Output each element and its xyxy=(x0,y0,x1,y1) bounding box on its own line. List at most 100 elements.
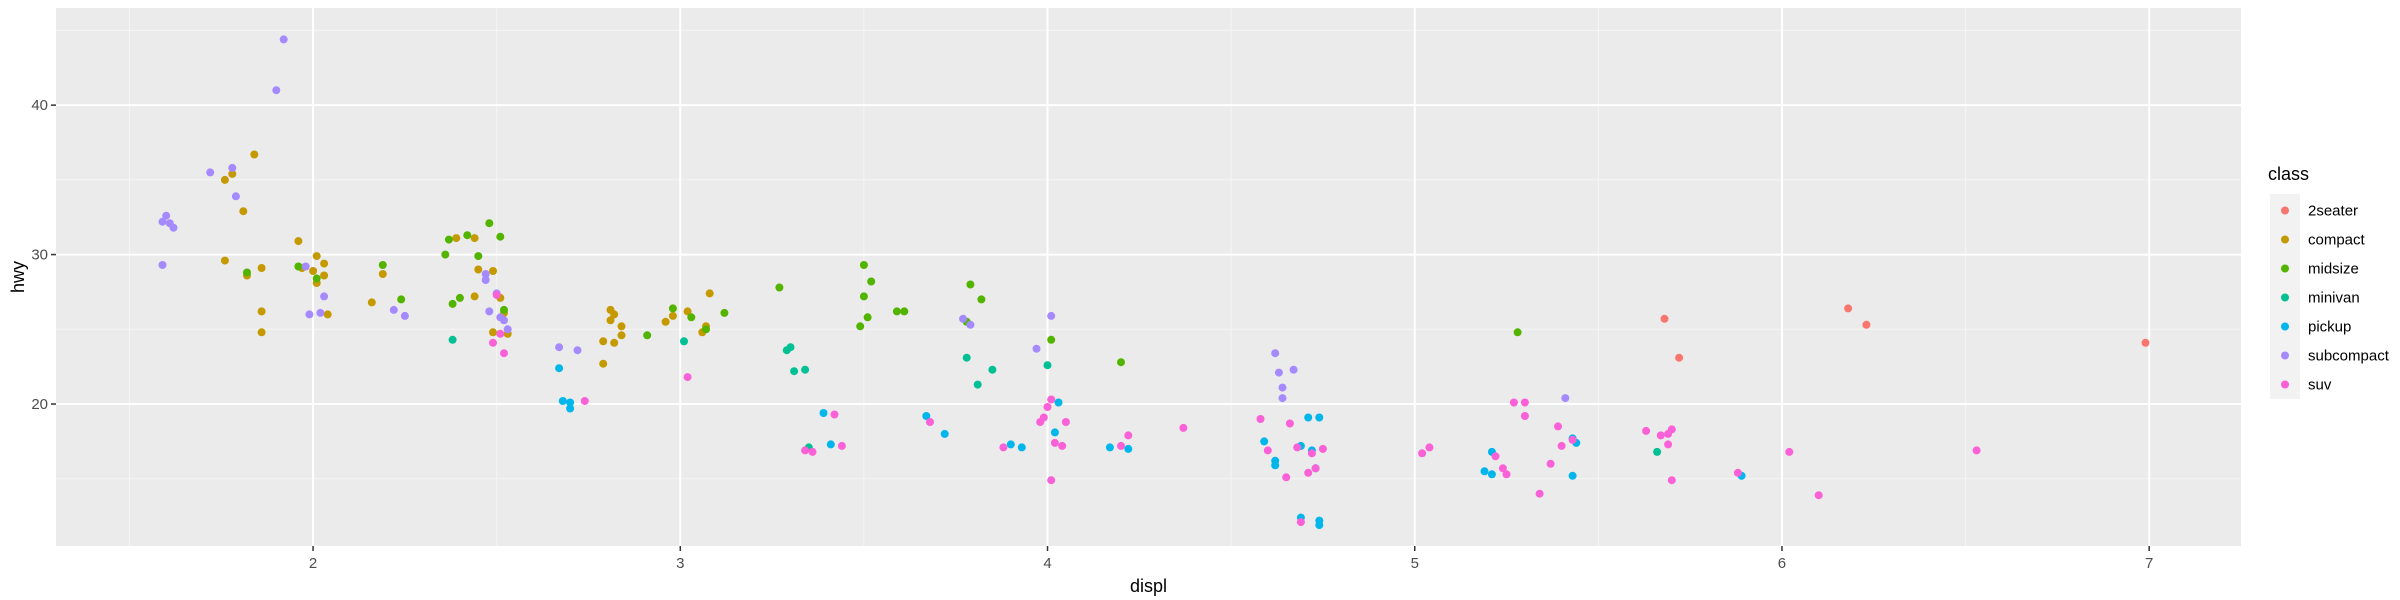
data-point-subcompact xyxy=(162,211,171,220)
data-point-suv xyxy=(1520,398,1529,407)
data-point-minivan xyxy=(786,343,795,352)
data-point-subcompact xyxy=(400,311,409,320)
legend-label-2seater: 2seater xyxy=(2308,203,2358,220)
data-point-subcompact xyxy=(485,307,494,316)
data-point-suv xyxy=(496,329,505,338)
data-point-midsize xyxy=(775,283,784,292)
data-point-suv xyxy=(1520,412,1529,420)
legend-label-subcompact: subcompact xyxy=(2308,348,2390,365)
y-tick-label: 30 xyxy=(31,247,48,264)
data-point-suv xyxy=(801,446,810,455)
data-point-suv xyxy=(1664,440,1673,449)
data-point-suv xyxy=(1263,446,1272,455)
data-point-midsize xyxy=(643,331,652,340)
data-point-compact xyxy=(470,292,479,301)
data-point-minivan xyxy=(962,353,971,362)
data-point-compact xyxy=(320,259,329,268)
data-point-subcompact xyxy=(1274,368,1283,377)
y-tick-label: 40 xyxy=(31,97,48,114)
data-point-minivan xyxy=(1043,361,1052,370)
data-point-subcompact xyxy=(301,262,310,271)
data-point-midsize xyxy=(500,305,508,314)
legend-key-suv xyxy=(2281,380,2289,389)
data-point-pickup xyxy=(826,440,835,449)
data-point-subcompact xyxy=(1278,383,1287,392)
data-point-compact xyxy=(452,234,461,243)
legend-title: class xyxy=(2268,164,2309,184)
data-point-pickup xyxy=(1050,428,1059,437)
data-point-2seater xyxy=(1660,314,1669,323)
data-point-minivan xyxy=(790,367,799,376)
data-point-2seater xyxy=(1844,304,1853,313)
data-point-compact xyxy=(228,169,237,178)
data-point-compact xyxy=(610,338,619,347)
data-point-compact xyxy=(683,307,692,316)
legend-label-midsize: midsize xyxy=(2308,261,2359,278)
data-point-suv xyxy=(1733,468,1742,477)
data-point-subcompact xyxy=(1289,365,1298,374)
data-point-pickup xyxy=(1480,467,1489,476)
data-point-pickup xyxy=(1568,471,1577,480)
data-point-midsize xyxy=(867,277,876,286)
data-point-suv xyxy=(1117,441,1125,450)
data-point-suv xyxy=(926,418,934,426)
data-point-midsize xyxy=(900,307,909,316)
x-tick-label: 5 xyxy=(1411,555,1419,572)
data-point-suv xyxy=(1546,459,1555,468)
legend-label-suv: suv xyxy=(2308,377,2332,394)
data-points xyxy=(158,35,2150,530)
data-point-compact xyxy=(617,331,626,340)
data-point-subcompact xyxy=(481,270,490,278)
x-axis-title: displ xyxy=(1130,576,1167,596)
data-point-compact xyxy=(606,316,615,325)
data-point-midsize xyxy=(977,295,986,304)
data-point-pickup xyxy=(558,397,567,405)
data-point-suv xyxy=(1785,447,1794,456)
data-point-compact xyxy=(610,310,619,319)
data-point-suv xyxy=(1047,476,1056,485)
legend-label-minivan: minivan xyxy=(2308,290,2360,307)
data-point-suv xyxy=(1972,446,1981,455)
data-point-suv xyxy=(808,447,817,456)
data-point-suv xyxy=(1058,441,1067,450)
data-point-compact xyxy=(257,307,266,316)
data-point-subcompact xyxy=(500,316,508,325)
data-point-midsize xyxy=(441,250,450,259)
data-point-compact xyxy=(257,328,266,337)
data-point-compact xyxy=(250,150,259,159)
data-point-suv xyxy=(580,397,589,405)
data-point-suv xyxy=(1061,418,1070,426)
x-axis: 2 3 4 5 6 7 xyxy=(309,546,2153,572)
data-point-midsize xyxy=(1513,328,1522,337)
data-point-compact xyxy=(470,234,479,243)
data-point-suv xyxy=(1124,431,1133,440)
data-point-compact xyxy=(220,256,229,265)
data-point-pickup xyxy=(1487,470,1496,479)
data-point-compact xyxy=(489,267,497,275)
data-point-suv xyxy=(1418,449,1427,458)
legend-key-compact xyxy=(2281,235,2289,244)
data-point-subcompact xyxy=(231,192,240,201)
data-point-midsize xyxy=(448,299,457,308)
data-point-midsize xyxy=(720,308,729,317)
data-point-suv xyxy=(1498,464,1507,473)
legend-key-pickup xyxy=(2281,322,2289,331)
data-point-pickup xyxy=(566,404,575,413)
data-point-midsize xyxy=(668,304,677,313)
data-point-suv xyxy=(1667,425,1676,434)
data-point-pickup xyxy=(1271,461,1280,470)
data-point-midsize xyxy=(859,292,868,301)
data-point-pickup xyxy=(566,398,575,407)
plot-panel-background xyxy=(56,8,2241,546)
data-point-compact xyxy=(599,359,608,368)
data-point-subcompact xyxy=(966,320,975,329)
data-point-pickup xyxy=(1054,398,1063,407)
data-point-compact xyxy=(705,289,714,298)
data-point-compact xyxy=(309,267,318,275)
data-point-minivan xyxy=(1653,447,1662,456)
data-point-suv xyxy=(1509,398,1518,407)
data-point-suv xyxy=(837,441,846,450)
legend-key-minivan xyxy=(2281,293,2289,302)
data-point-pickup xyxy=(1006,440,1015,449)
